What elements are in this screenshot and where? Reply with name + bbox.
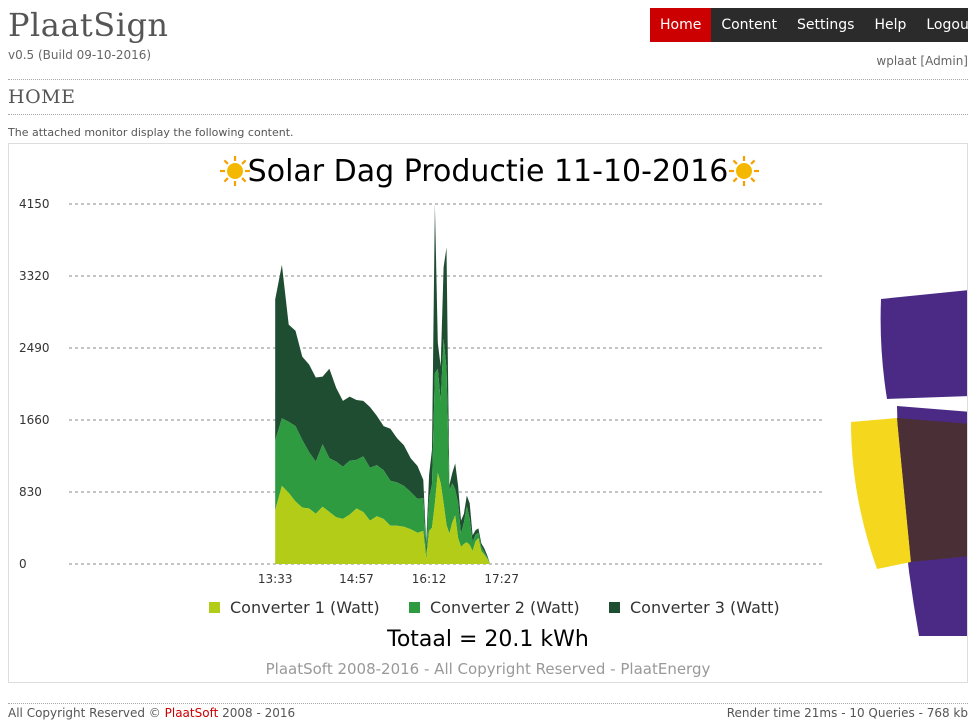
- nav-help[interactable]: Help: [874, 17, 907, 33]
- divider: [8, 79, 968, 80]
- legend-label-3: Converter 3 (Watt): [630, 598, 780, 617]
- series-area-2: [275, 338, 534, 564]
- app-logo: PlaatSign: [8, 6, 169, 44]
- page-title: HOME: [8, 86, 76, 108]
- copyright-suffix: 2008 - 2016: [218, 706, 296, 720]
- display-preview: Solar Dag Productie 11-10-2016 0 830 1660 24…: [8, 143, 968, 683]
- legend-swatch-2: [409, 602, 420, 613]
- nav-settings[interactable]: Settings: [797, 17, 855, 33]
- legend-label-1: Converter 1 (Watt): [230, 598, 380, 617]
- solar-chart: Solar Dag Productie 11-10-2016 0 830 1660 24…: [19, 154, 967, 678]
- y-tick-label-3: 2490: [19, 341, 50, 355]
- legend-swatch-1: [209, 602, 220, 613]
- logo-shape-top: [880, 290, 967, 399]
- logo-shape-overlap: [897, 418, 967, 562]
- x-tick-label-1: 14:57: [339, 572, 374, 586]
- main-nav: Home Content Settings Help Logout: [650, 8, 974, 42]
- y-tick-label-5: 4150: [19, 197, 50, 211]
- footer-copyright: All Copyright Reserved © PlaatSoft 2008 …: [8, 706, 295, 720]
- divider: [8, 703, 968, 704]
- x-tick-label-3: 17:27: [484, 572, 519, 586]
- x-tick-label-2: 16:12: [412, 572, 447, 586]
- y-tick-label-2: 1660: [19, 413, 50, 427]
- copyright-prefix: All Copyright Reserved ©: [8, 706, 165, 720]
- footer-brand-link[interactable]: PlaatSoft: [164, 706, 219, 720]
- page-intro: The attached monitor display the followi…: [8, 126, 294, 139]
- series-area-1: [275, 472, 534, 564]
- nav-home[interactable]: Home: [650, 8, 712, 42]
- logo-shape-yellow: [851, 418, 911, 569]
- footer-stats: Render time 21ms - 10 Queries - 768 kb: [726, 706, 968, 720]
- divider: [8, 114, 968, 115]
- user-info: wplaat [Admin]: [876, 54, 968, 68]
- chart-title: Solar Dag Productie 11-10-2016: [248, 154, 729, 189]
- y-tick-label-1: 830: [19, 485, 42, 499]
- x-tick-label-0: 13:33: [258, 572, 293, 586]
- legend-swatch-3: [609, 602, 620, 613]
- y-tick-label-0: 0: [19, 557, 27, 571]
- nav-logout[interactable]: Logout: [926, 17, 975, 33]
- sun-icon-left: [220, 156, 250, 186]
- sun-icon-right: [729, 156, 759, 186]
- nav-content[interactable]: Content: [721, 17, 778, 33]
- y-tick-label-4: 3320: [19, 269, 50, 283]
- series-area-3: [275, 204, 534, 564]
- legend-label-2: Converter 2 (Watt): [430, 598, 580, 617]
- total-energy: Totaal = 20.1 kWh: [386, 627, 589, 652]
- app-version: v0.5 (Build 09-10-2016): [8, 48, 152, 62]
- display-footer-note: PlaatSoft 2008-2016 - All Copyright Rese…: [266, 660, 711, 678]
